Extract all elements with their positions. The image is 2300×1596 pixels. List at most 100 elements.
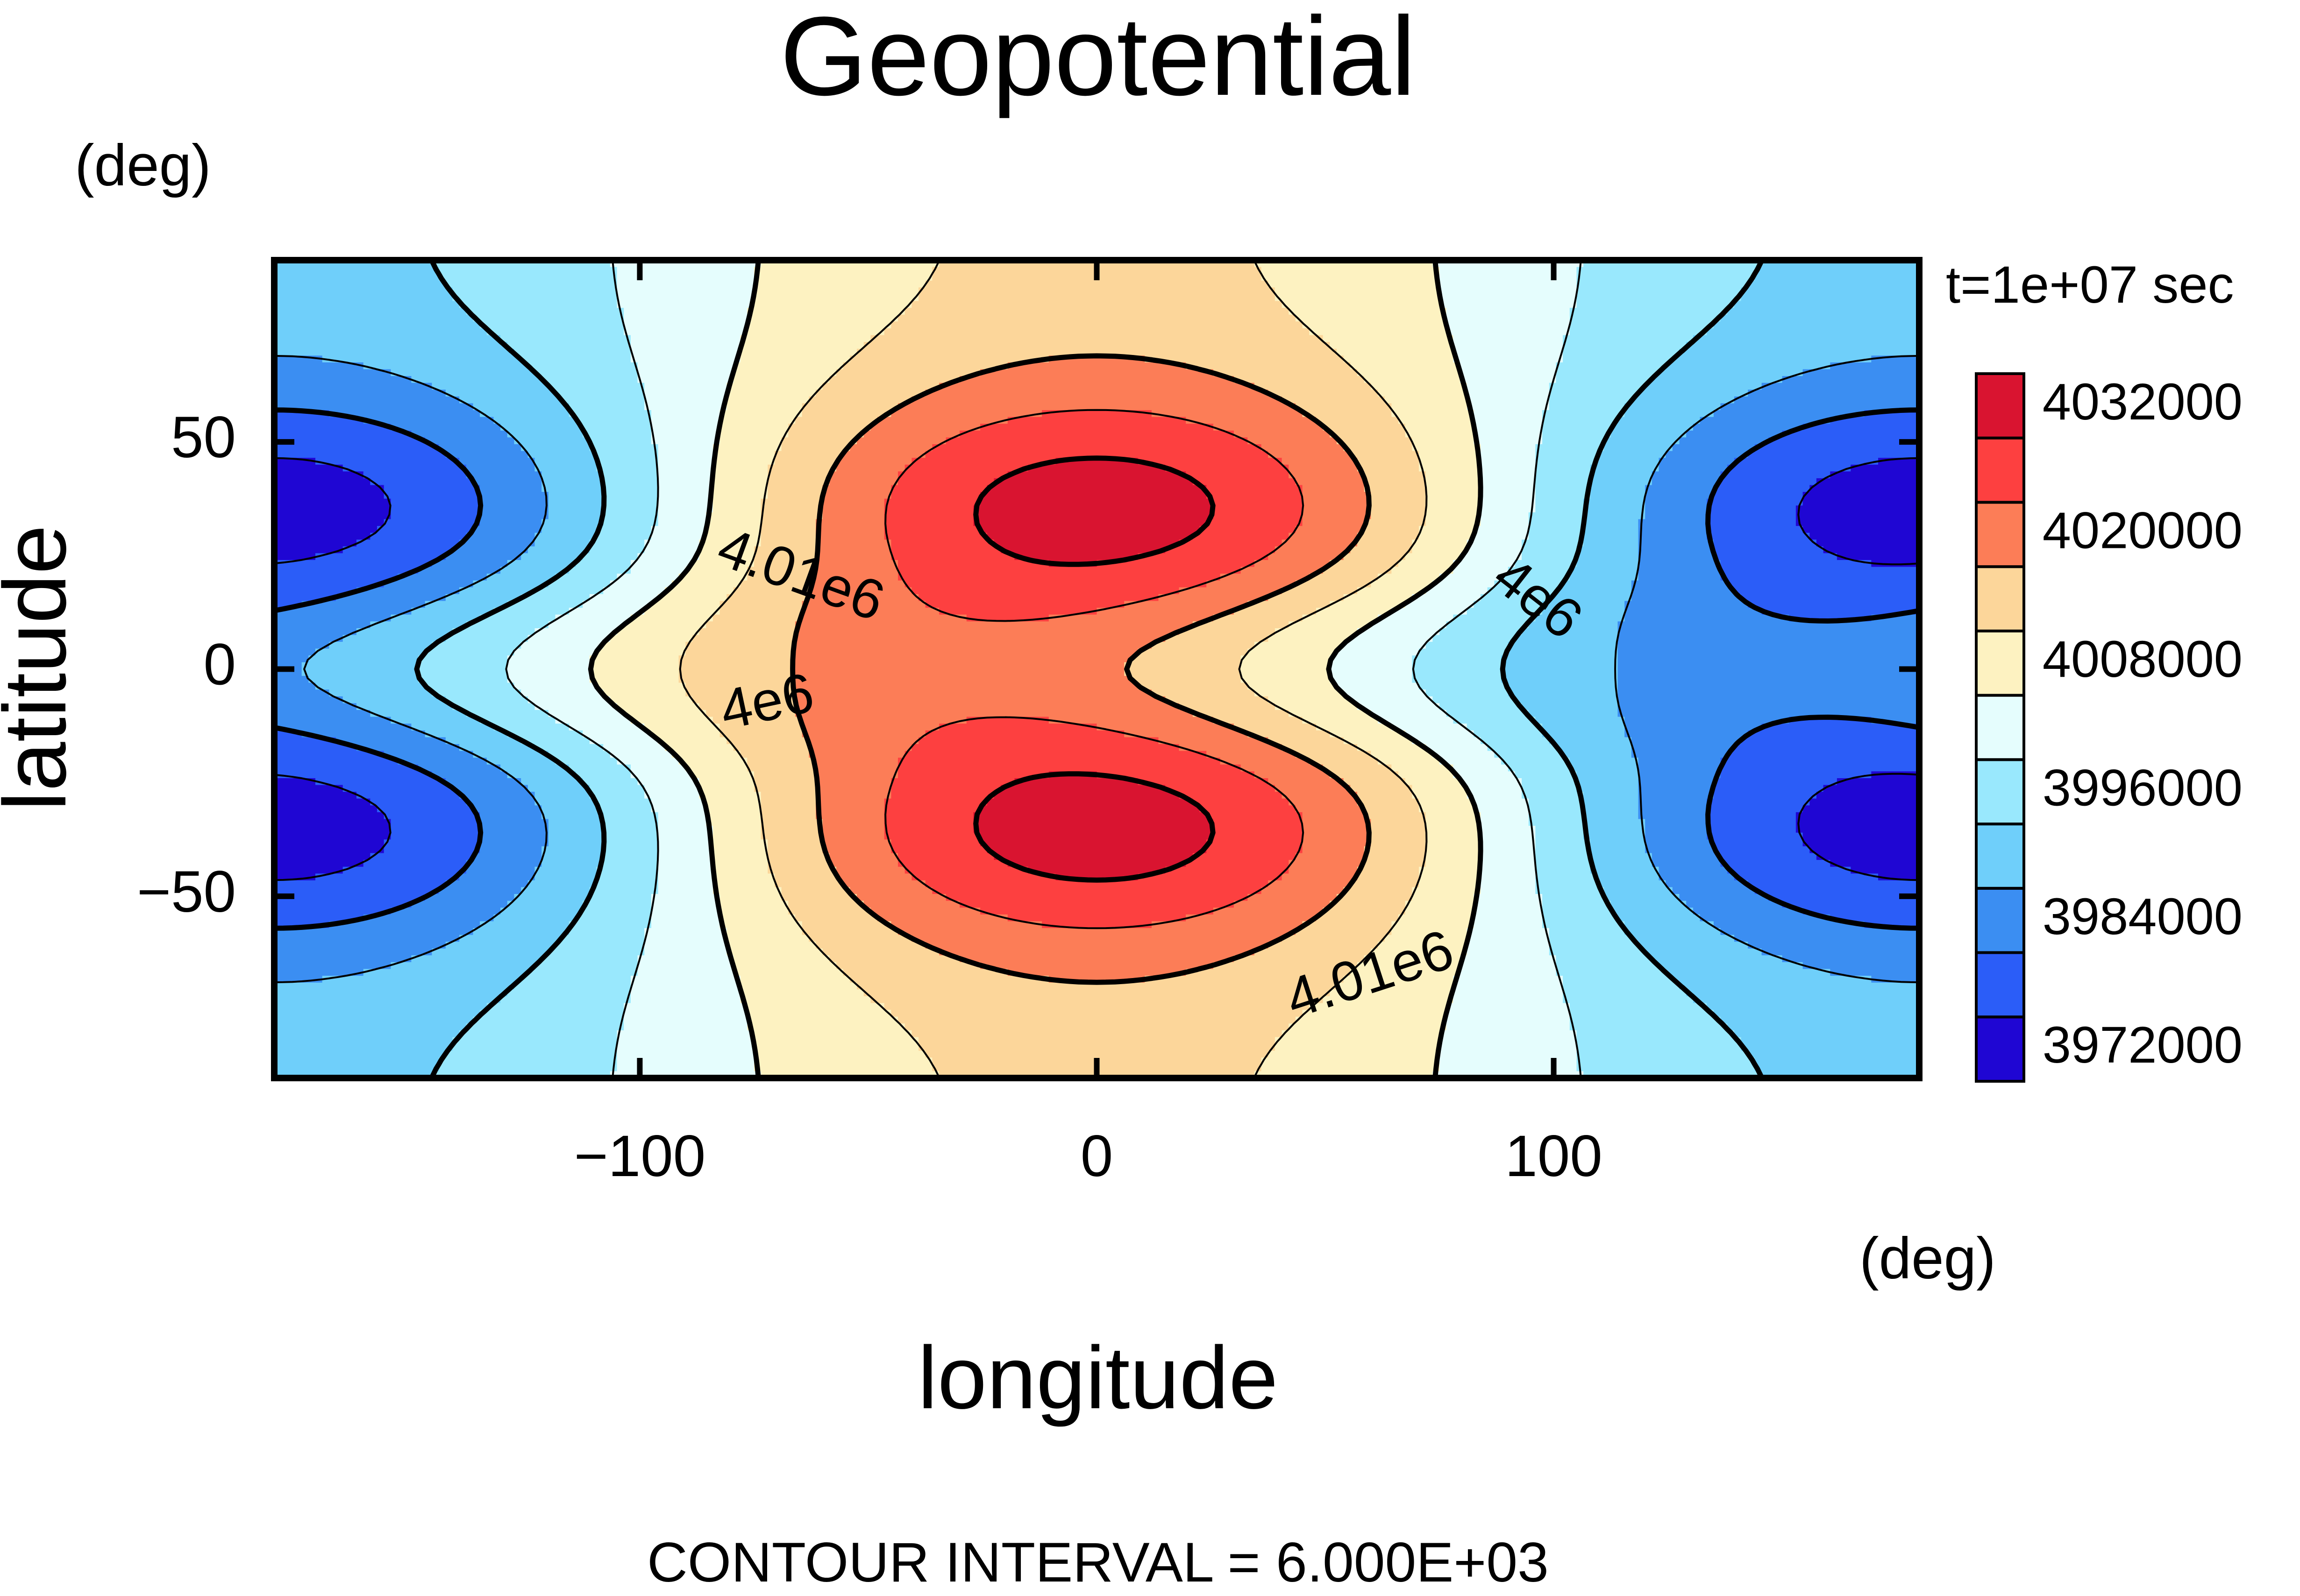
contour-cell xyxy=(1638,260,1646,267)
contour-cell xyxy=(1412,321,1419,328)
contour-cell xyxy=(452,308,460,315)
contour-cell xyxy=(1028,383,1036,390)
contour-cell xyxy=(857,369,864,376)
contour-cell xyxy=(939,281,947,288)
contour-cell xyxy=(898,328,905,335)
contour-cell xyxy=(1666,260,1673,267)
contour-cell xyxy=(363,274,371,281)
contour-cell xyxy=(823,355,830,362)
contour-cell xyxy=(459,260,467,267)
contour-cell xyxy=(466,342,474,349)
contour-cell xyxy=(1865,390,1872,397)
contour-cell xyxy=(795,397,803,404)
contour-cell xyxy=(597,281,604,288)
contour-cell xyxy=(1220,274,1228,281)
contour-cell xyxy=(1035,390,1043,397)
contour-cell xyxy=(1159,335,1166,342)
contour-cell xyxy=(651,328,659,335)
contour-cell xyxy=(1303,294,1310,301)
contour-cell xyxy=(459,281,467,288)
contour-cell xyxy=(370,397,377,404)
contour-cell xyxy=(1549,308,1557,315)
contour-cell xyxy=(1912,287,1919,294)
contour-cell xyxy=(507,294,515,301)
contour-cell xyxy=(658,281,666,288)
contour-cell xyxy=(1844,315,1851,322)
contour-cell xyxy=(1104,281,1111,288)
contour-cell xyxy=(1309,287,1317,294)
contour-cell xyxy=(644,369,652,376)
contour-cell xyxy=(1775,390,1783,397)
contour-cell xyxy=(569,274,577,281)
contour-cell xyxy=(288,369,295,376)
contour-cell xyxy=(1624,335,1632,342)
contour-cell xyxy=(1275,328,1282,335)
contour-cell xyxy=(1906,383,1913,390)
contour-cell xyxy=(1707,362,1714,369)
contour-cell xyxy=(1159,369,1166,376)
contour-cell xyxy=(1659,260,1666,267)
contour-cell xyxy=(1611,349,1618,356)
contour-cell xyxy=(624,301,631,308)
contour-cell xyxy=(638,328,645,335)
contour-cell xyxy=(356,328,364,335)
contour-cell xyxy=(679,287,686,294)
contour-cell xyxy=(1056,267,1063,274)
contour-cell xyxy=(1501,362,1509,369)
contour-cell xyxy=(363,383,371,390)
contour-cell xyxy=(1453,274,1460,281)
contour-cell xyxy=(1049,301,1056,308)
contour-cell xyxy=(967,294,974,301)
contour-cell xyxy=(1680,287,1687,294)
contour-cell xyxy=(1049,287,1056,294)
contour-cell xyxy=(1816,383,1824,390)
contour-cell xyxy=(535,267,542,274)
contour-cell xyxy=(1693,267,1701,274)
contour-cell xyxy=(1152,287,1159,294)
contour-cell xyxy=(507,390,515,397)
contour-cell xyxy=(850,321,857,328)
contour-cell xyxy=(329,321,336,328)
contour-cell xyxy=(1056,281,1063,288)
contour-cell xyxy=(521,342,528,349)
contour-cell xyxy=(823,308,830,315)
contour-cell xyxy=(1885,390,1893,397)
contour-cell xyxy=(610,383,618,390)
contour-cell xyxy=(1261,321,1269,328)
contour-cell xyxy=(1131,294,1139,301)
contour-cell xyxy=(1323,260,1331,267)
contour-cell xyxy=(1111,342,1118,349)
contour-cell xyxy=(699,390,707,397)
contour-cell xyxy=(569,294,577,301)
contour-cell xyxy=(473,390,481,397)
contour-cell xyxy=(679,301,686,308)
contour-cell xyxy=(850,369,857,376)
contour-cell xyxy=(322,274,330,281)
contour-cell xyxy=(692,335,700,342)
contour-cell xyxy=(1296,308,1303,315)
contour-cell xyxy=(1296,294,1303,301)
contour-cell xyxy=(1611,342,1618,349)
contour-cell xyxy=(1878,301,1886,308)
contour-cell xyxy=(308,390,316,397)
contour-cell xyxy=(1830,260,1837,267)
contour-cell xyxy=(658,315,666,322)
contour-cell xyxy=(1309,390,1317,397)
contour-cell xyxy=(1357,328,1365,335)
contour-cell xyxy=(281,315,289,322)
contour-cell xyxy=(1522,287,1529,294)
contour-cell xyxy=(1782,281,1790,288)
contour-cell xyxy=(877,376,885,383)
contour-cell xyxy=(1069,397,1077,404)
contour-cell xyxy=(1391,362,1399,369)
contour-cell xyxy=(597,308,604,315)
contour-cell xyxy=(1234,260,1241,267)
contour-cell xyxy=(1179,328,1187,335)
contour-cell xyxy=(672,355,679,362)
contour-cell xyxy=(775,315,782,322)
contour-cell xyxy=(1618,376,1625,383)
contour-cell xyxy=(480,281,487,288)
contour-cell xyxy=(1590,376,1598,383)
contour-cell xyxy=(308,308,316,315)
contour-cell xyxy=(349,267,357,274)
